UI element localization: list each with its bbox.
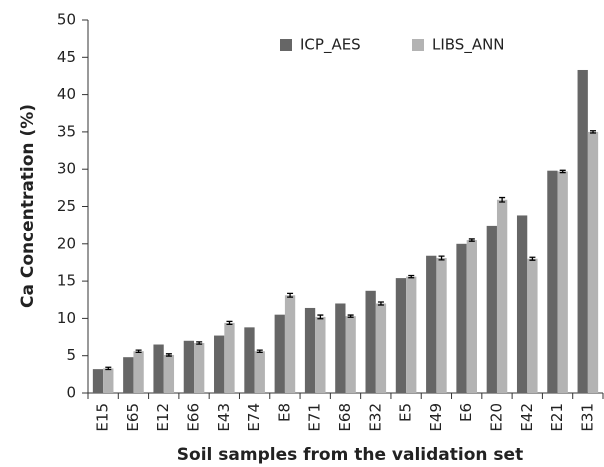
legend-label: LIBS_ANN xyxy=(432,36,505,55)
bar xyxy=(587,131,599,393)
x-tick-label: E42 xyxy=(518,403,536,432)
error-bar xyxy=(287,292,294,298)
bar xyxy=(486,225,497,393)
bar xyxy=(304,307,316,393)
x-tick-label: E5 xyxy=(397,403,415,422)
bar xyxy=(466,240,477,393)
error-bar xyxy=(438,255,445,261)
x-tick-label: E66 xyxy=(185,403,203,432)
y-tick-label: 20 xyxy=(57,234,76,252)
error-bar xyxy=(105,366,112,371)
x-tick-label: E6 xyxy=(457,403,475,422)
error-bar xyxy=(529,256,536,261)
error-bar xyxy=(408,274,415,279)
bar xyxy=(456,243,467,393)
bar xyxy=(395,278,407,393)
y-tick-label: 15 xyxy=(57,272,76,290)
x-tick-label: E68 xyxy=(336,403,354,432)
x-tick-label: E49 xyxy=(427,403,445,432)
x-tick-label: E21 xyxy=(548,403,566,432)
y-tick-label: 50 xyxy=(57,11,76,29)
y-tick-label: 45 xyxy=(57,48,76,66)
bar xyxy=(244,327,255,393)
x-tick-label: E15 xyxy=(94,403,112,432)
bar xyxy=(335,303,346,393)
x-tick-label: E20 xyxy=(487,403,505,432)
error-bar xyxy=(468,238,475,242)
legend-swatch xyxy=(280,39,292,51)
bar xyxy=(123,357,134,393)
error-bar xyxy=(256,349,263,353)
y-tick-label: 5 xyxy=(66,346,76,364)
y-tick-label: 25 xyxy=(57,197,76,215)
bar xyxy=(406,276,417,393)
legend-swatch xyxy=(412,39,424,51)
y-tick-label: 35 xyxy=(57,122,76,140)
x-tick-label: E65 xyxy=(124,403,142,432)
y-axis-title: Ca Concentration (%) xyxy=(18,104,38,308)
bar xyxy=(527,258,538,393)
error-bar xyxy=(559,169,566,174)
bar xyxy=(496,199,508,393)
error-bar xyxy=(590,130,597,134)
error-bar xyxy=(196,341,203,345)
error-bar xyxy=(135,349,142,353)
bar xyxy=(426,255,437,393)
bar xyxy=(557,171,568,393)
x-axis-title: Soil samples from the validation set xyxy=(177,445,523,465)
x-tick-label: E71 xyxy=(306,403,324,432)
x-tick-label: E8 xyxy=(275,403,293,422)
bar xyxy=(194,343,205,393)
bar xyxy=(345,316,356,393)
error-bar xyxy=(347,314,354,318)
y-tick-label: 40 xyxy=(57,85,76,103)
bar xyxy=(163,354,175,393)
bar xyxy=(92,369,104,393)
y-tick-label: 0 xyxy=(66,384,76,402)
error-bar xyxy=(377,301,384,306)
bar xyxy=(284,295,296,393)
bar xyxy=(133,351,144,393)
x-tick-label: E74 xyxy=(245,403,263,432)
y-tick-label: 30 xyxy=(57,160,76,178)
error-bar xyxy=(499,196,506,203)
bar xyxy=(274,314,285,393)
error-bar xyxy=(226,320,233,326)
bar xyxy=(153,344,164,393)
bar xyxy=(547,170,558,393)
legend-label: ICP_AES xyxy=(300,36,361,55)
bar xyxy=(183,340,195,393)
x-tick-label: E31 xyxy=(578,403,596,432)
bar xyxy=(254,351,265,393)
error-bar xyxy=(317,314,324,320)
error-bar xyxy=(165,353,172,357)
bar xyxy=(315,316,326,393)
bar xyxy=(577,69,588,394)
bar xyxy=(365,290,376,393)
bar xyxy=(214,335,225,393)
x-tick-label: E32 xyxy=(366,403,384,432)
bar xyxy=(516,215,528,393)
y-tick-label: 10 xyxy=(57,309,76,327)
bar xyxy=(224,322,235,393)
bar xyxy=(436,257,447,393)
x-tick-label: E12 xyxy=(154,403,172,432)
bar xyxy=(103,368,114,393)
x-tick-label: E43 xyxy=(215,403,233,432)
bar xyxy=(375,303,387,393)
